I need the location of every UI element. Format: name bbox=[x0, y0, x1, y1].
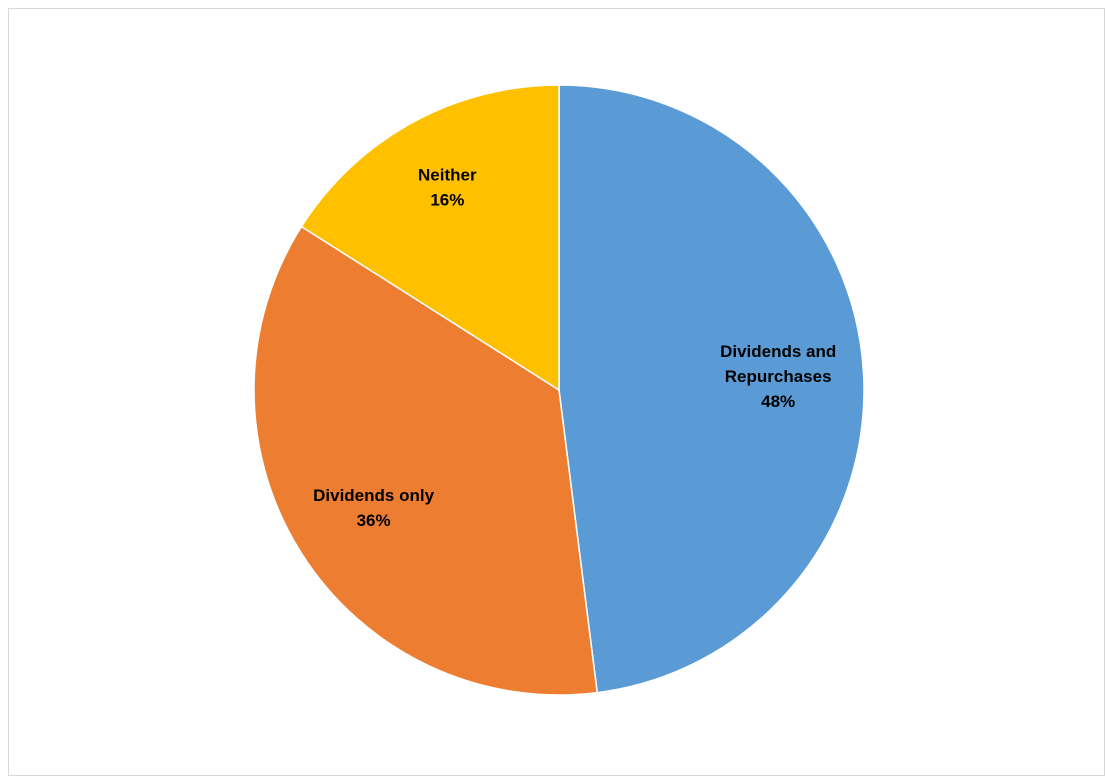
data-label-percent-dividends-and-repurchases: 48% bbox=[761, 392, 795, 411]
pie-slices bbox=[253, 84, 865, 696]
data-label-dividends-and-repurchases: Dividends and bbox=[720, 342, 836, 361]
slice-neither bbox=[300, 84, 560, 392]
data-label-dividends-and-repurchases: Repurchases bbox=[725, 367, 832, 386]
data-label-neither: Neither bbox=[418, 165, 477, 184]
pie-labels: Dividends and Repurchases 48% Dividends onl… bbox=[313, 165, 836, 530]
data-label-percent-neither: 16% bbox=[430, 190, 464, 209]
slice-dividends-and-repurchases bbox=[558, 84, 865, 694]
data-label-dividends-only: Dividends only bbox=[313, 486, 434, 505]
data-label-percent-dividends-only: 36% bbox=[357, 511, 391, 530]
slice-dividends-only bbox=[253, 225, 599, 696]
